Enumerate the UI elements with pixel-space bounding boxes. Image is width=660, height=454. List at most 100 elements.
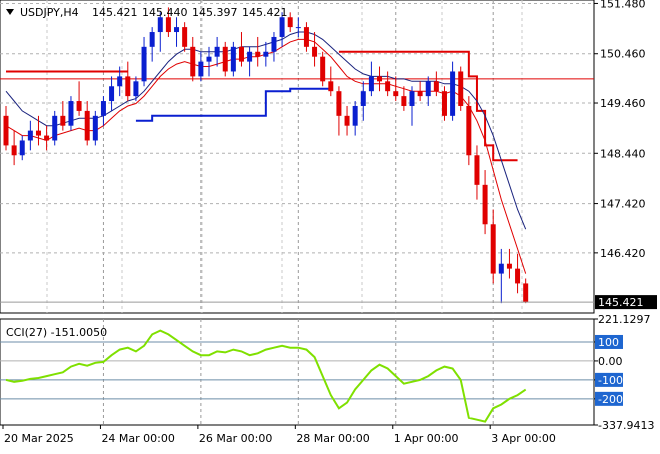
candle-body (109, 86, 115, 102)
price-tick-label: 151.480 (600, 0, 646, 10)
candle-body (523, 283, 529, 303)
candle-body (295, 27, 301, 29)
candle-body (287, 17, 293, 28)
candle-body (279, 17, 285, 37)
price-tick-label: 149.460 (600, 97, 646, 110)
candle-body (482, 184, 488, 225)
candle-body (417, 91, 423, 97)
candle-body (214, 46, 220, 57)
candle-body (336, 91, 342, 116)
candle-body (68, 101, 74, 126)
candle-body (27, 130, 33, 141)
candle-body (174, 27, 180, 33)
time-axis-label: 26 Mar 00:00 (199, 432, 272, 445)
candle-body (466, 105, 472, 156)
candle-body (458, 71, 464, 106)
channel-top-line (338, 50, 518, 162)
cci-level-box (595, 334, 623, 349)
time-axis-label: 1 Apr 00:00 (394, 432, 459, 445)
price-tick-label: 148.440 (600, 147, 646, 160)
cci-tick-label: 0.00 (598, 355, 623, 368)
candle-body (498, 263, 504, 274)
candle-body (344, 115, 350, 126)
candle-body (133, 81, 139, 97)
candle-body (433, 81, 439, 92)
candle-body (506, 263, 512, 269)
cci-level-box (595, 372, 623, 387)
candle-body (165, 17, 171, 33)
low-value: 145.397 (192, 6, 238, 19)
candle-body (360, 91, 366, 106)
time-axis-label: 20 Mar 2025 (4, 432, 74, 445)
candle-body (263, 51, 269, 57)
candle-body (3, 115, 9, 146)
close-value: 145.421 (242, 6, 288, 19)
candle-body (303, 27, 309, 47)
symbol-label: USDJPY,H4 (20, 6, 79, 19)
candle-body (92, 115, 98, 141)
price-panel-frame (0, 0, 595, 314)
cci-tick-label: 221.1297 (598, 313, 651, 326)
axis-layer: 151.480 150.460 149.460 148.440 147.420 146.4… (2, 0, 657, 445)
candle-body (198, 61, 204, 77)
cci-tick-label: -100 (598, 374, 623, 387)
candle-body (312, 46, 318, 57)
candle-body (238, 46, 244, 62)
current-price-label: 145.421 (598, 296, 644, 309)
high-value: 145.440 (142, 6, 188, 19)
grid (0, 0, 594, 425)
candle-body (450, 71, 456, 116)
cci-tick-label: -200 (598, 393, 623, 406)
candle-body (182, 27, 188, 47)
candle-body (368, 76, 374, 92)
cci-tick-label: 100 (598, 336, 619, 349)
dropdown-arrow-icon[interactable] (6, 9, 14, 15)
candle-body (125, 76, 131, 97)
candle-body (425, 81, 431, 97)
candle-body (474, 155, 480, 185)
candle-body (100, 101, 106, 116)
cci-title: CCI(27) -151.0050 (6, 326, 107, 339)
series-layer (0, 7, 594, 423)
candle-body (117, 76, 123, 87)
candle-body (515, 268, 521, 284)
candle-body (230, 46, 236, 72)
candle-body (52, 115, 58, 141)
candle-body (190, 46, 196, 77)
candle-body (157, 17, 163, 33)
candle-body (377, 76, 383, 82)
time-axis-label: 3 Apr 00:00 (491, 432, 556, 445)
price-tick-label: 146.420 (600, 247, 646, 260)
channel-bottom-line (135, 87, 331, 122)
candle-body (44, 135, 50, 141)
candle-body (490, 224, 496, 274)
current-price-box (595, 295, 657, 310)
candle-body (255, 51, 261, 57)
candle-body (409, 91, 415, 106)
candle-body (60, 115, 66, 126)
candle-body (11, 145, 17, 156)
cci-tick-label: -337.9413 (598, 419, 654, 432)
candle-body (393, 91, 399, 97)
candle-body (149, 32, 155, 47)
candle-body (84, 110, 90, 141)
time-axis-label: 24 Mar 00:00 (101, 432, 174, 445)
candle-body (328, 81, 334, 92)
candle-body (320, 56, 326, 82)
time-axis-label: 28 Mar 00:00 (296, 432, 369, 445)
price-tick-label: 150.460 (600, 48, 646, 61)
candle-body (247, 51, 253, 62)
candle-body (352, 105, 358, 126)
candle-body (141, 46, 147, 82)
candle-body (222, 46, 228, 72)
candle-body (19, 140, 25, 156)
candle-body (206, 56, 212, 62)
open-value: 145.421 (92, 6, 138, 19)
candle-body (441, 91, 447, 116)
candle-body (271, 36, 277, 52)
candle-body (385, 81, 391, 92)
cci-line (5, 329, 527, 423)
price-tick-label: 147.420 (600, 198, 646, 211)
